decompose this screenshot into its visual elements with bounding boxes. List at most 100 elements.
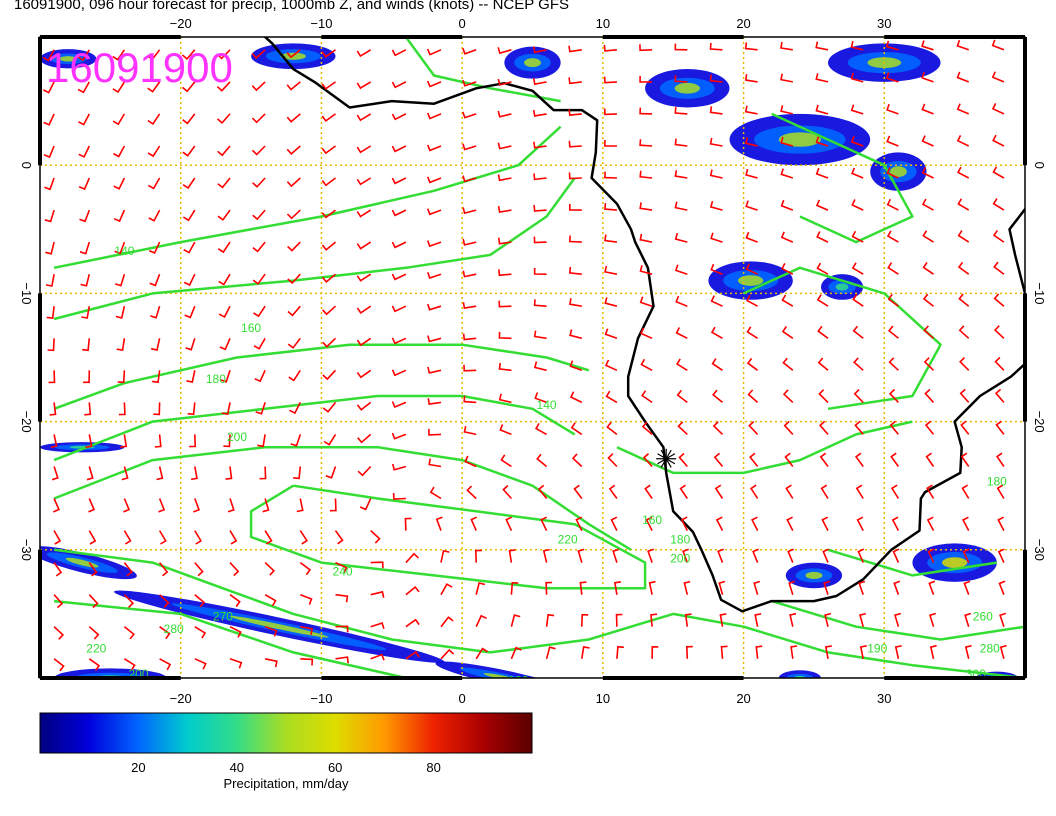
wind-barb [956, 39, 969, 51]
wind-barb [956, 71, 969, 83]
wind-barb [296, 498, 304, 513]
contour-line [827, 548, 998, 577]
contour-label: 200 [227, 430, 247, 444]
wind-barb [744, 137, 758, 147]
wind-barb [117, 370, 126, 384]
wind-barb [392, 492, 406, 500]
wind-barb [991, 103, 1005, 115]
wind-barb [497, 78, 512, 86]
wind-barb [149, 273, 161, 287]
wind-barb [815, 199, 829, 211]
wind-barb [993, 293, 1005, 307]
wind-barb [470, 516, 478, 531]
wind-barb [824, 612, 832, 627]
contour-labels: 140 160 180 200 220 240 270 280 220 200 220 200 180 1… [86, 244, 1007, 678]
wind-barb [83, 370, 91, 384]
wind-barb [112, 113, 126, 126]
wind-barb [568, 140, 582, 148]
wind-barb [534, 392, 547, 404]
wind-barb [286, 113, 301, 123]
wind-barb [405, 650, 420, 660]
wind-barb [639, 170, 653, 179]
wind-barb [859, 645, 867, 659]
wind-barb [921, 103, 934, 115]
wind-barb [894, 612, 902, 627]
wind-barb [287, 241, 301, 252]
wind-barb [462, 47, 477, 55]
wind-barb [957, 261, 970, 275]
wind-barb [569, 329, 582, 340]
wind-barb [182, 209, 196, 222]
wind-barb [42, 81, 55, 94]
precip-area [40, 442, 125, 453]
map-frame [38, 35, 1027, 680]
wind-barb [752, 548, 760, 563]
wind-barb [182, 145, 196, 157]
precip-core [59, 56, 77, 62]
wind-barb [709, 74, 723, 83]
wind-barb [81, 306, 91, 319]
wind-barb [958, 325, 970, 339]
wind-barb [642, 453, 653, 468]
wind-barb [463, 364, 477, 372]
wind-barb [579, 581, 587, 595]
lon-tick-label-top: 20 [736, 16, 750, 31]
wind-barb [713, 452, 724, 468]
wind-barb [581, 645, 590, 659]
wind-barb [892, 548, 900, 563]
wind-barb [293, 466, 302, 480]
wind-barb [391, 145, 407, 153]
wind-barb [677, 421, 688, 435]
lat-tick-label-right: −20 [1032, 411, 1047, 433]
wind-barb [674, 264, 688, 275]
wind-barb [568, 45, 582, 53]
wind-barb [498, 300, 512, 308]
wind-barb [924, 420, 935, 435]
wind-barb [78, 113, 91, 126]
wind-barb [159, 626, 171, 640]
wind-barb [45, 274, 55, 287]
wind-barb [856, 516, 864, 531]
wind-barb [603, 44, 617, 52]
wind-barb [251, 145, 266, 156]
wind-barb [679, 484, 688, 499]
wind-barb [505, 516, 513, 531]
wind-barb [88, 658, 101, 672]
wind-barb [645, 516, 653, 531]
contour-label: 220 [558, 532, 578, 546]
precip-area [645, 69, 730, 108]
wind-barb [44, 209, 55, 223]
wind-barb [335, 561, 348, 574]
lon-tick-label-bottom: −10 [310, 691, 332, 706]
wind-barb [993, 325, 1005, 339]
wind-barb [709, 169, 723, 179]
wind-barb [569, 391, 583, 404]
wind-barb [370, 653, 385, 661]
precip-area [114, 590, 445, 663]
wind-barb [299, 561, 312, 576]
wind-barb [712, 421, 724, 435]
wind-barb [606, 421, 618, 436]
wind-barb [82, 338, 91, 352]
wind-barb [683, 580, 691, 595]
wind-barb [121, 466, 129, 481]
wind-barb [229, 625, 242, 638]
wind-barb [709, 137, 723, 147]
wind-barb [391, 432, 407, 440]
wind-barb [194, 530, 202, 545]
map-title: 16091900, 096 hour forecast for precip, … [14, 0, 569, 13]
wind-barb [780, 136, 794, 147]
wind-barb [612, 548, 620, 563]
wind-barb [992, 166, 1005, 179]
wind-barb [921, 71, 934, 83]
wind-barb [159, 658, 172, 671]
wind-barb [674, 201, 688, 211]
wind-barb [391, 49, 407, 57]
wind-barb [821, 516, 829, 531]
wind-barb [391, 463, 407, 471]
wind-barb [959, 388, 970, 403]
wind-barb [321, 209, 336, 219]
lat-tick-label-left: −20 [19, 411, 34, 433]
wind-barb [497, 237, 512, 245]
contour-line [53, 177, 576, 321]
